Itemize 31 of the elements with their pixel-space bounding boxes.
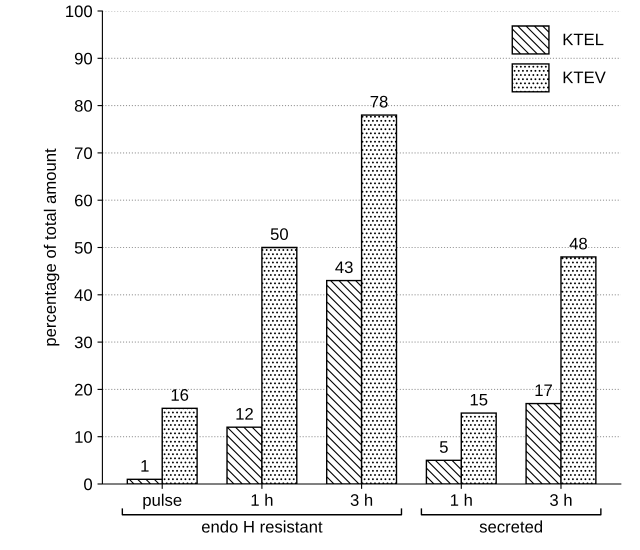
y-tick-label: 70 (74, 147, 92, 160)
text: endo H resistant (202, 520, 322, 533)
y-axis-title: percentage of total amount (44, 148, 60, 346)
x-tick-label: 1 h (450, 494, 472, 506)
data-label: 43 (335, 261, 353, 274)
x-tick-label: 1 h (252, 494, 272, 506)
y-tick-label: 50 (74, 242, 92, 254)
y-tick-label: 0 (84, 478, 92, 490)
data-label: 48 (570, 238, 587, 250)
y-tick-label: 100 (66, 5, 92, 18)
y-tick-label: 20 (74, 384, 92, 396)
y-tick-label: 80 (74, 100, 92, 112)
text: secreted (480, 520, 542, 533)
data-label: 78 (370, 96, 388, 108)
y-tick-label: 10 (75, 431, 92, 443)
data-label: 17 (536, 384, 552, 396)
y-tick-label: 30 (74, 336, 92, 348)
data-label: 12 (236, 408, 253, 420)
legend-label: KTEV (564, 72, 606, 84)
legend-label: KTEL (564, 34, 604, 46)
y-tick-label: 90 (74, 52, 92, 65)
data-label: 50 (270, 228, 288, 240)
data-label: 15 (470, 394, 488, 406)
x-tick-label: 3 h (350, 494, 372, 506)
data-label: 5 (440, 441, 448, 453)
y-tick-label: 60 (74, 194, 92, 206)
x-tick-label: pulse (143, 494, 182, 510)
y-tick-label: 40 (74, 289, 92, 302)
data-label: 1 (141, 460, 149, 472)
data-label: 16 (172, 389, 188, 401)
x-tick-label: 3 h (550, 494, 572, 506)
